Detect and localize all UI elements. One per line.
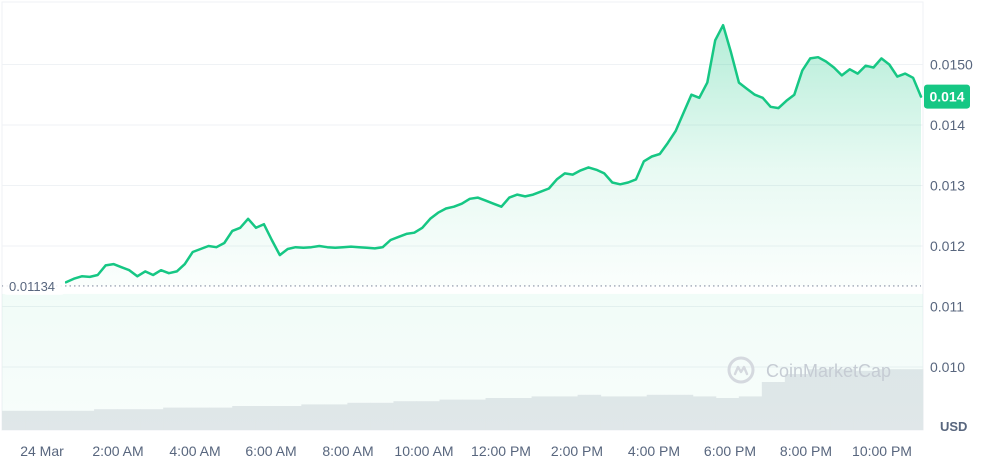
coinmarketcap-logo-icon [727, 356, 755, 384]
coinmarketcap-watermark: CoinMarketCap [727, 356, 891, 384]
x-tick-label: 4:00 AM [169, 443, 220, 458]
watermark-text: CoinMarketCap [766, 361, 891, 381]
reference-line-label: 0.01134 [9, 279, 55, 294]
current-price-badge: 0.014 [924, 84, 970, 109]
x-tick-label: 4:00 PM [628, 443, 680, 458]
x-tick-label: 10:00 AM [394, 443, 453, 458]
current-price-label: 0.014 [929, 89, 964, 105]
price-line [64, 23, 923, 284]
current-price-badge-bg [924, 84, 970, 109]
price-area-fill [66, 25, 921, 286]
reference-label-bg [3, 276, 65, 295]
lower-fill [2, 293, 923, 430]
x-tick-label: 2:00 AM [92, 443, 143, 458]
x-tick-label: 8:00 AM [322, 443, 373, 458]
y-tick-label: 0.014 [930, 117, 965, 133]
y-tick-label: 0.012 [930, 238, 965, 254]
y-axis-unit: USD [940, 419, 967, 434]
y-tick-label: 0.011 [930, 299, 964, 315]
x-tick-label: 6:00 AM [245, 443, 296, 458]
x-tick-label: 10:00 PM [852, 443, 912, 458]
x-tick-label: 12:00 PM [471, 443, 531, 458]
x-tick-label: 6:00 PM [704, 443, 756, 458]
y-axis-ticks: 0.0150 0.014 0.013 0.012 0.011 0.010 [930, 57, 973, 376]
x-tick-label: 8:00 PM [780, 443, 832, 458]
y-tick-label: 0.0150 [930, 57, 973, 73]
y-tick-label: 0.010 [930, 359, 965, 375]
x-tick-label: 24 Mar [20, 443, 64, 458]
x-tick-label: 2:00 PM [551, 443, 603, 458]
reference-line-group: 0.01134 [2, 276, 921, 295]
x-axis-ticks: 24 Mar 2:00 AM 4:00 AM 6:00 AM 8:00 AM 10:00 … [20, 443, 912, 459]
price-area [2, 23, 923, 430]
y-tick-label: 0.013 [930, 178, 965, 194]
